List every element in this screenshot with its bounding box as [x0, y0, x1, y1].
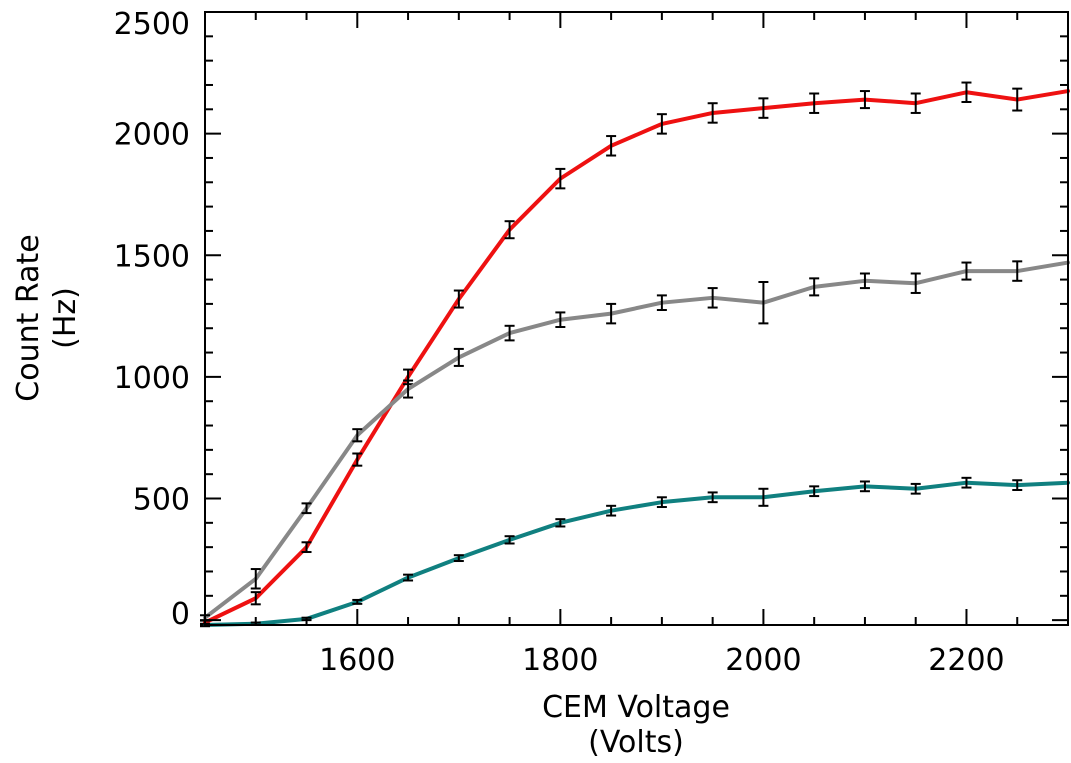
error-bar [352, 452, 363, 467]
series-layer [200, 81, 1070, 628]
error-bar [656, 496, 667, 509]
error-bar [910, 272, 921, 294]
error-bar [453, 289, 464, 309]
error-bar [606, 135, 617, 157]
series-1 [200, 81, 1070, 626]
x-axis-title: CEM Voltage [542, 690, 730, 725]
y-tick-label: 0 [171, 597, 190, 632]
error-bar [656, 113, 667, 135]
error-bar [910, 92, 921, 114]
error-bar [859, 90, 870, 110]
error-bar [250, 591, 261, 606]
error-bar [758, 281, 769, 325]
error-bar [606, 504, 617, 517]
error-bar [1012, 260, 1023, 282]
y-tick-label: 1500 [114, 239, 190, 274]
error-bar [961, 261, 972, 281]
y-tick-label: 2000 [114, 118, 190, 153]
plot-frame [204, 11, 1069, 626]
x-tick-label: 1600 [319, 643, 395, 678]
x-tick-label: 2200 [928, 643, 1004, 678]
error-bar [504, 220, 515, 240]
error-bar [301, 502, 312, 515]
error-bar [1012, 479, 1023, 491]
x-axis-unit: (Volts) [588, 725, 684, 760]
y-tick-label: 1000 [114, 361, 190, 396]
x-tick-label: 1800 [522, 643, 598, 678]
ticks-layer: 1600 1800 2000 2200 0 500 1000 1500 2000 2500 [114, 7, 1069, 678]
error-bar [555, 167, 566, 190]
error-bar [910, 482, 921, 495]
y-axis-unit: (Hz) [48, 287, 83, 349]
error-bar [606, 302, 617, 325]
error-bar [809, 277, 820, 297]
error-bar [453, 554, 464, 563]
error-bar [504, 535, 515, 545]
series-1-line [203, 89, 1070, 625]
y-axis-title: Count Rate [11, 234, 46, 401]
error-bar [352, 428, 363, 443]
error-bar [859, 272, 870, 290]
error-bar [656, 294, 667, 311]
error-bar [707, 102, 718, 124]
error-bar [1012, 87, 1023, 112]
error-bar [555, 518, 566, 528]
error-bar [504, 324, 515, 342]
error-bar [961, 476, 972, 489]
error-bar [403, 379, 414, 399]
error-bar [809, 485, 820, 498]
error-bar [758, 487, 769, 507]
y-tick-label: 500 [133, 483, 190, 518]
error-bar [403, 573, 414, 582]
series-2-line [203, 260, 1070, 620]
error-bar [453, 347, 464, 367]
error-bar [301, 541, 312, 554]
error-bar [555, 311, 566, 329]
error-bar [707, 287, 718, 309]
error-bar [250, 568, 261, 590]
y-tick-label: 2500 [114, 7, 190, 42]
series-3 [200, 476, 1070, 628]
error-bar [352, 598, 363, 605]
error-bar [758, 97, 769, 119]
x-tick-label: 2000 [725, 643, 801, 678]
error-bar [707, 491, 718, 504]
error-bar [859, 480, 870, 493]
error-bar [809, 92, 820, 114]
error-bar [961, 81, 972, 103]
series-2 [200, 260, 1070, 622]
series-3-line [203, 480, 1070, 627]
